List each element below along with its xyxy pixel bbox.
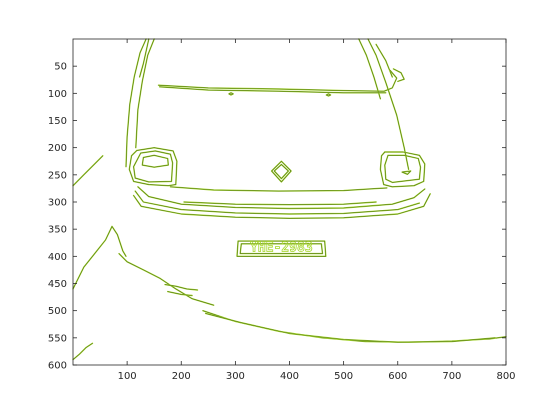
edge-dot-left-core <box>228 92 234 96</box>
edge-windshield-base-core <box>158 70 397 92</box>
x-tick-label: 200 <box>172 371 191 382</box>
edge-windshield-base-2-core <box>159 86 387 94</box>
edge-plate-outer-core <box>236 240 327 257</box>
edge-logo-diamond-inner-core <box>274 164 289 179</box>
edge-bumper-line-3-core <box>133 193 431 219</box>
x-tick-label: 300 <box>226 371 245 382</box>
edge-reflector-right-core <box>401 170 411 175</box>
edge-right-headlight-inner-core <box>384 155 421 183</box>
y-tick-label: 250 <box>48 170 67 181</box>
x-tick-label: 700 <box>442 371 461 382</box>
y-tick-label: 500 <box>48 306 67 317</box>
edge-bumper-top-core <box>170 186 388 192</box>
edge-road-marker-2-core <box>167 291 193 296</box>
edge-mirror-right-core <box>393 68 405 82</box>
edge-logo-diamond-core <box>271 161 292 183</box>
edge-hood-left-inner-core <box>135 38 155 148</box>
x-tick-label: 800 <box>496 371 515 382</box>
edge-image <box>72 38 507 361</box>
edge-road-left-bottom-core <box>72 226 127 290</box>
x-tick-label: 100 <box>118 371 137 382</box>
x-tick-label: 400 <box>280 371 299 382</box>
edge-left-headlight-core <box>129 147 178 186</box>
edge-bumper-line-2-core <box>134 190 420 215</box>
edge-bumper-line-1-core <box>137 186 426 209</box>
y-tick-label: 450 <box>48 279 67 290</box>
edge-dot-right-core <box>326 93 331 97</box>
axes: 100 200 300 400 500 600 700 800 50 100 150 200 250 30… <box>48 38 516 382</box>
license-plate-text: YHE-2983 <box>250 240 313 255</box>
edge-right-headlight-core <box>380 151 426 188</box>
y-tick-label: 100 <box>48 89 67 100</box>
y-tick-label: 400 <box>48 252 67 263</box>
y-tick-label: 200 <box>48 143 67 154</box>
edge-hood-left-core <box>125 38 147 167</box>
edge-hood-right-core <box>367 38 409 170</box>
edge-road-bottom-2-core <box>205 313 496 343</box>
x-tick-label: 500 <box>334 371 353 382</box>
edge-road-left-top-core <box>72 155 104 186</box>
y-tick-label: 550 <box>48 333 67 344</box>
y-tick-label: 600 <box>48 361 67 372</box>
y-tick-label: 300 <box>48 198 67 209</box>
edge-road-marker-core <box>164 284 198 291</box>
edge-hood-right-inner-core <box>358 38 381 100</box>
edge-road-shadow-core <box>118 253 214 306</box>
edge-road-left-lower-core <box>72 343 93 360</box>
edge-grille-slot-core <box>183 201 377 205</box>
edge-wiper-right-core <box>375 44 393 78</box>
edge-left-headlight-inner-core <box>133 150 173 183</box>
x-tick-label: 600 <box>388 371 407 382</box>
y-tick-label: 150 <box>48 116 67 127</box>
y-tick-label: 50 <box>54 62 67 73</box>
edge-left-headlight-ring-core <box>142 155 169 168</box>
edge-wiper-left-core <box>139 38 150 78</box>
edge-plate-inner-core <box>239 243 323 254</box>
y-tick-label: 350 <box>48 225 67 236</box>
